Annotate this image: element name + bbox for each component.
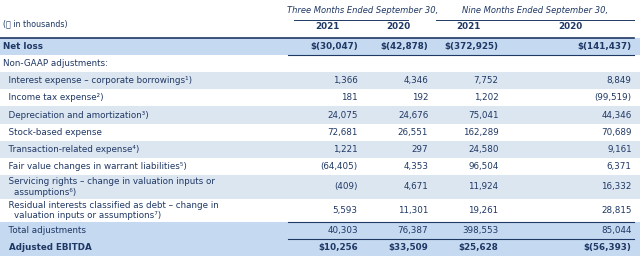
- Text: $(30,047): $(30,047): [310, 42, 358, 51]
- Text: $10,256: $10,256: [318, 243, 358, 252]
- Text: $(42,878): $(42,878): [380, 42, 428, 51]
- Text: $33,509: $33,509: [388, 243, 428, 252]
- Text: Residual interests classified as debt – change in: Residual interests classified as debt – …: [3, 201, 219, 210]
- Text: 26,551: 26,551: [398, 128, 428, 137]
- Text: (99,519): (99,519): [595, 93, 632, 102]
- Text: 192: 192: [412, 93, 428, 102]
- Text: 181: 181: [341, 93, 358, 102]
- Text: 4,346: 4,346: [403, 76, 428, 85]
- Text: 2021: 2021: [456, 22, 481, 31]
- Text: 1,366: 1,366: [333, 76, 358, 85]
- Text: Total adjustments: Total adjustments: [3, 226, 86, 235]
- Text: Net loss: Net loss: [3, 42, 44, 51]
- Text: 44,346: 44,346: [602, 111, 632, 120]
- Text: 19,261: 19,261: [468, 206, 499, 215]
- Text: Fair value changes in warrant liabilities⁵): Fair value changes in warrant liabilitie…: [3, 162, 187, 171]
- Text: 6,371: 6,371: [607, 162, 632, 171]
- Bar: [0, 55, 640, 72]
- Bar: [0, 239, 640, 256]
- Text: 297: 297: [412, 145, 428, 154]
- Text: 2021: 2021: [315, 22, 339, 31]
- Text: $(141,437): $(141,437): [577, 42, 632, 51]
- Text: 40,303: 40,303: [327, 226, 358, 235]
- Text: Interest expense – corporate borrowings¹): Interest expense – corporate borrowings¹…: [3, 76, 193, 85]
- Text: 24,580: 24,580: [468, 145, 499, 154]
- Text: 1,202: 1,202: [474, 93, 499, 102]
- Text: 96,504: 96,504: [468, 162, 499, 171]
- Text: $25,628: $25,628: [459, 243, 499, 252]
- Bar: [0, 199, 640, 222]
- Bar: [0, 158, 640, 175]
- Bar: [0, 72, 640, 89]
- Bar: [0, 124, 640, 141]
- Text: 5,593: 5,593: [333, 206, 358, 215]
- Text: Stock-based expense: Stock-based expense: [3, 128, 102, 137]
- Text: 1,221: 1,221: [333, 145, 358, 154]
- Text: 9,161: 9,161: [607, 145, 632, 154]
- Text: 75,041: 75,041: [468, 111, 499, 120]
- Text: 8,849: 8,849: [607, 76, 632, 85]
- Text: 11,924: 11,924: [468, 182, 499, 191]
- Text: Income tax expense²): Income tax expense²): [3, 93, 104, 102]
- Text: 2020: 2020: [386, 22, 410, 31]
- Text: 162,289: 162,289: [463, 128, 499, 137]
- Text: Non-GAAP adjustments:: Non-GAAP adjustments:: [3, 59, 108, 68]
- Text: 7,752: 7,752: [474, 76, 499, 85]
- Text: Adjusted EBITDA: Adjusted EBITDA: [3, 243, 92, 252]
- Text: valuation inputs or assumptions⁷): valuation inputs or assumptions⁷): [3, 211, 161, 220]
- Text: 85,044: 85,044: [601, 226, 632, 235]
- Text: 398,553: 398,553: [462, 226, 499, 235]
- Text: (Ⓢ in thousands): (Ⓢ in thousands): [3, 19, 68, 28]
- Bar: [0, 141, 640, 158]
- Bar: [0, 38, 640, 55]
- Text: 16,332: 16,332: [602, 182, 632, 191]
- Text: $(56,393): $(56,393): [584, 243, 632, 252]
- Text: 24,676: 24,676: [398, 111, 428, 120]
- Text: 28,815: 28,815: [601, 206, 632, 215]
- Text: (409): (409): [334, 182, 358, 191]
- Text: Three Months Ended September 30,: Three Months Ended September 30,: [287, 6, 438, 15]
- Text: $(372,925): $(372,925): [445, 42, 499, 51]
- Bar: [0, 106, 640, 124]
- Text: assumptions⁶): assumptions⁶): [3, 188, 76, 197]
- Text: 24,075: 24,075: [327, 111, 358, 120]
- Text: 4,671: 4,671: [403, 182, 428, 191]
- Text: (64,405): (64,405): [321, 162, 358, 171]
- Bar: [0, 222, 640, 239]
- Text: 2020: 2020: [558, 22, 582, 31]
- Text: 76,387: 76,387: [397, 226, 428, 235]
- Text: Depreciation and amortization³): Depreciation and amortization³): [3, 111, 149, 120]
- Bar: [0, 175, 640, 199]
- Text: 72,681: 72,681: [328, 128, 358, 137]
- Text: Nine Months Ended September 30,: Nine Months Ended September 30,: [462, 6, 608, 15]
- Text: Servicing rights – change in valuation inputs or: Servicing rights – change in valuation i…: [3, 177, 215, 186]
- Text: Transaction-related expense⁴): Transaction-related expense⁴): [3, 145, 140, 154]
- Text: 4,353: 4,353: [403, 162, 428, 171]
- Bar: [0, 89, 640, 106]
- Text: 11,301: 11,301: [398, 206, 428, 215]
- Text: 70,689: 70,689: [601, 128, 632, 137]
